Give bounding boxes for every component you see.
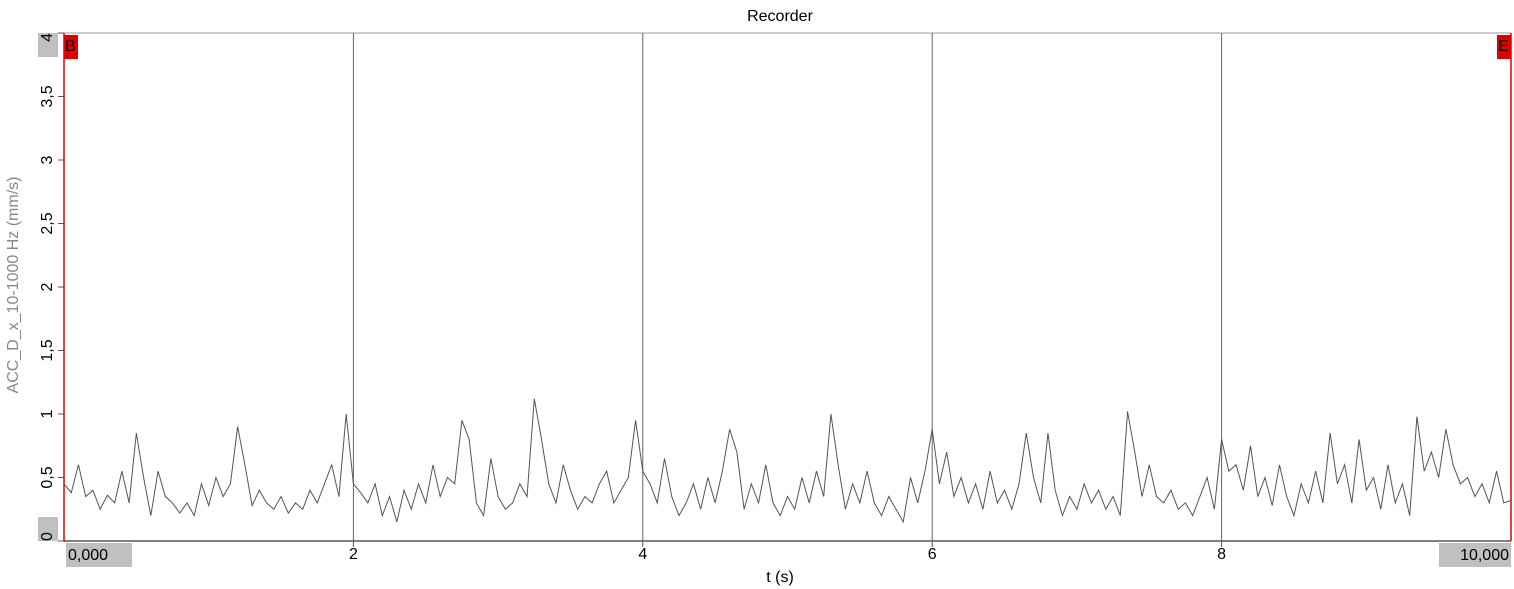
y-tick-label: 3 <box>39 155 56 164</box>
y-tick-label: 3,5 <box>39 85 56 107</box>
y-limit-box <box>38 517 58 541</box>
y-tick-label: 1,5 <box>39 339 56 361</box>
x-tick-label: 2 <box>349 546 358 563</box>
y-tick-label: 1 <box>39 409 56 418</box>
x-limit-box <box>1439 543 1511 567</box>
x-tick-label: 6 <box>928 546 937 563</box>
y-tick-label: 2,5 <box>39 212 56 234</box>
chart-title: Recorder <box>747 8 813 25</box>
y-tick-label: 4 <box>39 33 56 42</box>
y-tick-label: 0,5 <box>39 466 56 488</box>
y-limit-box <box>38 33 58 57</box>
y-axis-label: ACC_D_x_10-1000 Hz (mm/s) <box>5 177 22 394</box>
signal-line <box>63 398 1512 524</box>
x-axis-label: t (s) <box>766 569 794 586</box>
cursor-label: B <box>65 38 76 55</box>
x-tick-label: 8 <box>1217 546 1226 563</box>
x-tick-label: 4 <box>638 546 647 563</box>
x-limit-box <box>66 543 132 567</box>
cursor-box <box>64 35 78 59</box>
cursor-label: E <box>1498 38 1509 55</box>
x-tick-label: 0,000 <box>68 547 108 564</box>
y-tick-label: 0 <box>39 532 56 541</box>
x-tick-label: 10,000 <box>1460 547 1509 564</box>
y-tick-label: 2 <box>39 282 56 291</box>
cursor-box <box>1497 35 1511 59</box>
